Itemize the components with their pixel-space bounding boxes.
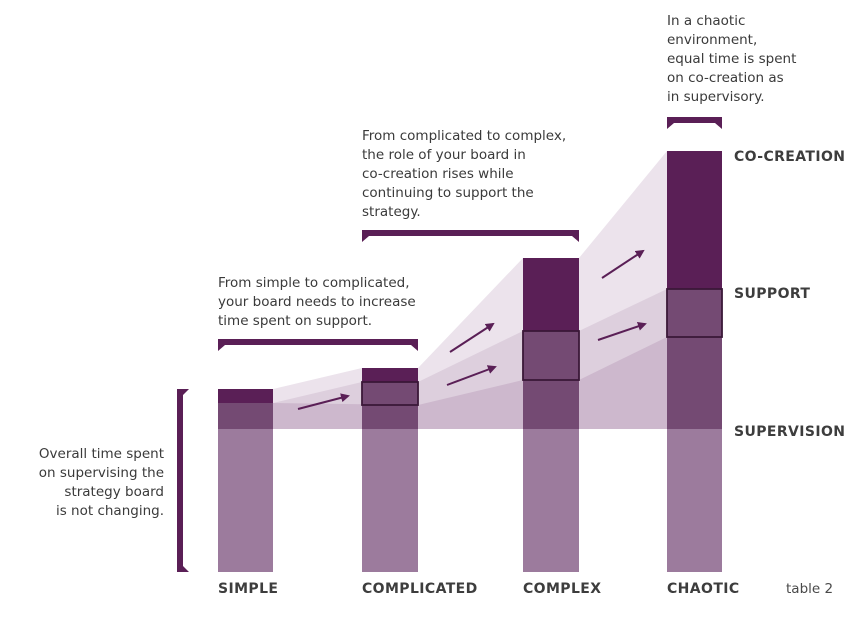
category-label-complex: COMPLEX: [523, 581, 602, 597]
layer-label-supervision: SUPERVISION: [734, 424, 846, 440]
complex-cocreation-segment: [523, 258, 579, 331]
layer-label-cocreation: CO-CREATION: [734, 149, 846, 165]
annotation-chaotic: In a chaotic environment, equal time is …: [667, 13, 797, 105]
complex-supervision-segment: [523, 429, 579, 572]
column-chaotic: [666, 151, 723, 572]
arrow-complicated-to-complex-upper: [449, 322, 495, 353]
category-label-complicated: COMPLICATED: [362, 581, 478, 597]
bracket-supervision-vertical: [177, 389, 189, 572]
column-complex: [522, 258, 580, 572]
bracket-simple-complicated: [218, 339, 418, 351]
arrow-complicated-to-complex-lower: [446, 365, 497, 386]
arrows: [297, 249, 647, 410]
arrow-complex-to-chaotic-upper: [601, 249, 645, 279]
bracket-chaotic: [667, 117, 722, 129]
bracket-complicated-complex: [362, 230, 579, 242]
layer-label-support: SUPPORT: [734, 286, 811, 302]
arrow-complex-to-chaotic-lower: [597, 321, 647, 341]
column-simple: [218, 389, 273, 572]
annotation-complicated-to-complex: From complicated to complex, the role of…: [362, 128, 567, 220]
simple-support-segment: [218, 403, 273, 429]
complex-highlight-box: [522, 330, 580, 381]
chaotic-highlight-box: [666, 288, 723, 338]
annotation-simple-to-complicated: From simple to complicated, your board n…: [218, 275, 416, 329]
annotation-supervision-note: Overall time spent on supervising the st…: [38, 446, 164, 519]
brackets: [177, 117, 722, 572]
complicated-supervision-segment: [362, 429, 418, 572]
complicated-cocreation-segment: [362, 368, 418, 382]
category-label-chaotic: CHAOTIC: [667, 581, 740, 597]
chaotic-support-segment: [667, 289, 722, 429]
column-complicated: [361, 368, 419, 572]
arrow-simple-to-complicated: [297, 393, 350, 410]
simple-supervision-segment: [218, 429, 273, 572]
simple-cocreation-segment: [218, 389, 273, 403]
table-caption: table 2: [786, 581, 834, 597]
chaotic-cocreation-segment: [667, 151, 722, 289]
chaotic-supervision-segment: [667, 429, 722, 572]
category-label-simple: SIMPLE: [218, 581, 279, 597]
complicated-highlight-box: [361, 381, 419, 406]
